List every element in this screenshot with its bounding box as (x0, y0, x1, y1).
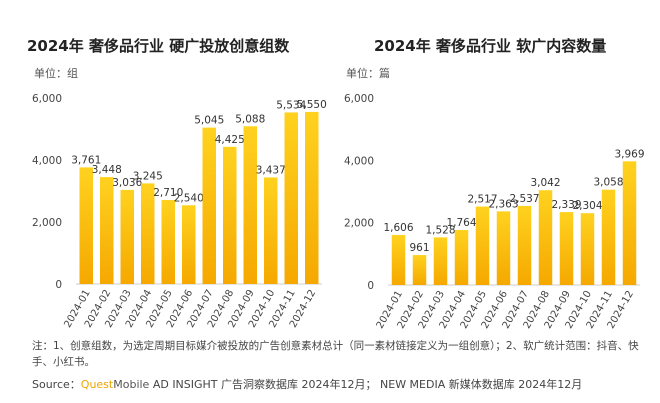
source-suffix: AD INSIGHT 广告洞察数据库 2024年12月； NEW MEDIA 新… (149, 378, 583, 391)
unit-label: 单位：篇 (346, 66, 390, 80)
y-tick-label: 2,000 (344, 218, 374, 230)
data-label: 3,036 (112, 177, 142, 189)
bar (454, 230, 469, 285)
data-label: 1,606 (383, 222, 413, 234)
bar (284, 112, 298, 284)
bar (141, 183, 155, 284)
data-label: 4,425 (215, 134, 245, 146)
bar (433, 237, 448, 285)
y-tick-label: 2,000 (32, 217, 62, 229)
chart-soft-ads: 2024年 奢侈品行业 软广内容数量 单位：篇 0 2,000 4,000 6,000… (344, 37, 645, 331)
bar (391, 234, 406, 285)
bar (79, 167, 93, 284)
brand-quest: Quest (80, 378, 114, 391)
data-label: 2,363 (488, 198, 518, 210)
bar (496, 211, 511, 285)
data-label: 3,448 (92, 164, 122, 176)
data-label: 3,761 (71, 154, 101, 166)
chart-hard-ads: 2024年 奢侈品行业 硬广投放创意组数 单位：组 0 2,000 4,000 6,0… (27, 37, 327, 330)
y-tick-label: 0 (367, 280, 374, 292)
source-line: Source：QuestMobile AD INSIGHT 广告洞察数据库 20… (32, 376, 652, 392)
source-prefix: Source： (32, 378, 81, 391)
data-label: 2,540 (174, 192, 204, 204)
data-label: 3,969 (614, 148, 644, 160)
bar (622, 161, 637, 285)
bar (517, 205, 532, 285)
bar (412, 255, 427, 285)
footnote: 注：1、创意组数，为选定周期目标媒介被投放的广告创意素材总计（同一素材链接定义为… (32, 340, 639, 368)
data-label: 2,517 (467, 194, 497, 206)
data-label: 2,537 (509, 193, 539, 205)
y-tick-label: 6,000 (32, 93, 62, 105)
data-label: 5,534 (276, 99, 306, 111)
chart-title: 2024年 奢侈品行业 硬广投放创意组数 (27, 37, 290, 55)
bar (305, 111, 319, 284)
data-label: 3,245 (133, 170, 163, 182)
bar (243, 126, 257, 284)
data-label: 5,045 (194, 115, 224, 127)
data-label: 3,437 (256, 164, 286, 176)
y-tick-label: 0 (55, 279, 62, 291)
data-label: 961 (409, 242, 429, 254)
bar (538, 190, 553, 285)
bar (223, 146, 237, 284)
bar (161, 199, 175, 284)
bar (601, 189, 616, 285)
data-label: 2,710 (153, 187, 183, 199)
bar (559, 212, 574, 285)
chart-title: 2024年 奢侈品行业 软广内容数量 (374, 37, 606, 55)
bar (264, 177, 278, 284)
data-label: 1,528 (425, 224, 455, 236)
data-label: 3,058 (593, 177, 623, 189)
y-tick-label: 4,000 (32, 155, 62, 167)
data-label: 2,304 (572, 200, 602, 212)
data-label: 2,339 (551, 199, 581, 211)
data-label: 3,042 (530, 177, 560, 189)
bar (182, 205, 196, 284)
bar (202, 127, 216, 284)
bar (100, 177, 114, 284)
y-tick-label: 6,000 (344, 93, 374, 105)
bar (120, 189, 134, 284)
data-label: 5,088 (235, 113, 265, 125)
data-label: 1,764 (446, 217, 476, 229)
data-label: 5,550 (297, 99, 327, 111)
unit-label: 单位：组 (34, 66, 78, 80)
brand-mobile: Mobile (113, 378, 150, 391)
bar (580, 213, 595, 285)
bar (475, 206, 490, 285)
y-tick-label: 4,000 (344, 155, 374, 167)
